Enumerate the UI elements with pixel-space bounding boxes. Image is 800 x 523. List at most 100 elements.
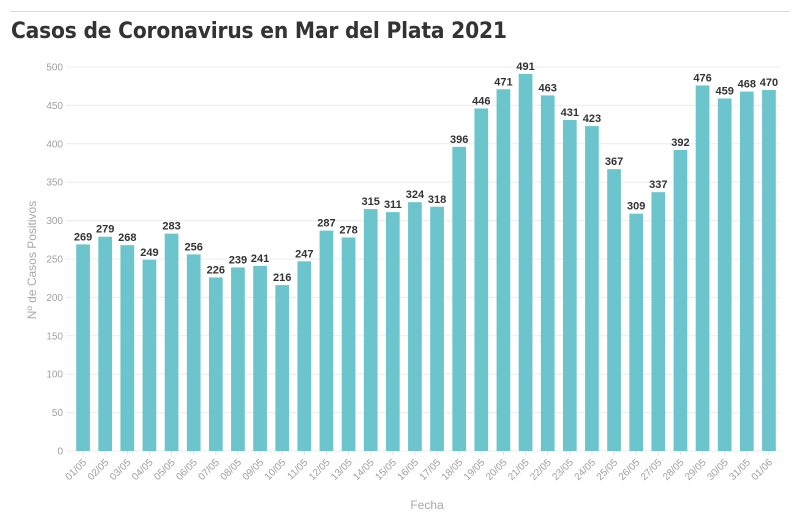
bar-21-05[interactable] bbox=[518, 73, 533, 452]
bar-26-05[interactable] bbox=[629, 213, 644, 451]
x-axis-title: Fecha bbox=[410, 498, 444, 512]
data-label: 423 bbox=[583, 113, 601, 125]
y-tick-label: 450 bbox=[46, 101, 63, 112]
x-tick-label: 21/05 bbox=[506, 457, 532, 483]
data-label: 476 bbox=[693, 72, 711, 84]
bar-13-05[interactable] bbox=[341, 237, 356, 451]
bar-18-05[interactable] bbox=[452, 146, 467, 451]
x-tick-label: 25/05 bbox=[595, 457, 621, 483]
bar-29-05[interactable] bbox=[695, 85, 710, 451]
data-label: 216 bbox=[273, 272, 291, 284]
bar-23-05[interactable] bbox=[562, 119, 577, 451]
y-tick-label: 0 bbox=[57, 447, 63, 458]
x-tick-label: 26/05 bbox=[617, 457, 643, 483]
bar-22-05[interactable] bbox=[540, 95, 555, 451]
data-label: 315 bbox=[362, 196, 380, 208]
bar-20-05[interactable] bbox=[496, 89, 511, 451]
data-label: 226 bbox=[207, 264, 225, 276]
data-label: 269 bbox=[74, 231, 92, 243]
x-axis-ticks: 01/0502/0503/0504/0505/0506/0507/0508/05… bbox=[64, 451, 776, 483]
y-axis-ticks: 0 50 100 150 200 250 300 350 400 450 500 bbox=[46, 63, 63, 458]
bar-01-06[interactable] bbox=[762, 90, 776, 451]
data-label: 337 bbox=[649, 179, 667, 191]
x-tick-label: 24/05 bbox=[573, 457, 599, 483]
data-label: 309 bbox=[627, 201, 645, 213]
x-tick-label: 19/05 bbox=[462, 457, 488, 483]
data-label: 256 bbox=[185, 241, 203, 253]
y-tick-label: 250 bbox=[46, 255, 63, 266]
bar-06-05[interactable] bbox=[186, 254, 201, 451]
x-tick-label: 17/05 bbox=[418, 457, 444, 483]
data-label: 283 bbox=[162, 221, 180, 233]
bar-10-05[interactable] bbox=[275, 285, 290, 451]
data-label: 241 bbox=[251, 253, 269, 265]
top-divider bbox=[10, 11, 790, 12]
bar-08-05[interactable] bbox=[231, 267, 245, 451]
bar-09-05[interactable] bbox=[253, 265, 267, 451]
bar-04-05[interactable] bbox=[142, 259, 157, 451]
x-tick-label: 20/05 bbox=[484, 457, 510, 483]
y-tick-label: 50 bbox=[52, 408, 64, 419]
data-label: 446 bbox=[472, 95, 490, 107]
bar-01-05[interactable] bbox=[76, 244, 90, 451]
bar-31-05[interactable] bbox=[739, 91, 754, 452]
y-tick-label: 200 bbox=[46, 293, 63, 304]
bar-24-05[interactable] bbox=[585, 126, 599, 452]
x-tick-label: 18/05 bbox=[440, 457, 466, 483]
bar-03-05[interactable] bbox=[120, 245, 135, 451]
bar-25-05[interactable] bbox=[607, 169, 621, 452]
x-tick-label: 07/05 bbox=[196, 457, 222, 483]
x-tick-label: 01/05 bbox=[64, 457, 90, 483]
x-tick-label: 12/05 bbox=[307, 457, 333, 483]
data-label: 367 bbox=[605, 156, 623, 168]
y-tick-label: 350 bbox=[46, 178, 63, 189]
x-tick-label: 02/05 bbox=[86, 457, 112, 483]
y-tick-label: 150 bbox=[46, 331, 63, 342]
bar-30-05[interactable] bbox=[717, 98, 732, 451]
bar-11-05[interactable] bbox=[297, 261, 312, 451]
x-tick-label: 05/05 bbox=[152, 457, 178, 483]
bar-12-05[interactable] bbox=[319, 230, 334, 451]
data-label: 324 bbox=[406, 189, 425, 201]
x-tick-label: 13/05 bbox=[329, 457, 355, 483]
x-tick-label: 06/05 bbox=[174, 457, 200, 483]
x-tick-label: 29/05 bbox=[683, 457, 709, 483]
data-label: 470 bbox=[760, 77, 778, 89]
x-tick-label: 01/06 bbox=[750, 457, 776, 483]
bar-17-05[interactable] bbox=[430, 206, 444, 451]
bar-19-05[interactable] bbox=[474, 108, 489, 452]
x-tick-label: 27/05 bbox=[639, 457, 665, 483]
bar-02-05[interactable] bbox=[98, 236, 113, 451]
bar-05-05[interactable] bbox=[164, 233, 179, 451]
x-tick-label: 10/05 bbox=[263, 457, 289, 483]
data-label: 278 bbox=[339, 224, 357, 236]
y-tick-label: 500 bbox=[46, 63, 63, 74]
data-label: 392 bbox=[671, 137, 689, 149]
bar-15-05[interactable] bbox=[385, 212, 400, 451]
data-label: 247 bbox=[295, 248, 313, 260]
x-tick-label: 15/05 bbox=[373, 457, 399, 483]
bar-28-05[interactable] bbox=[673, 149, 688, 451]
x-tick-label: 23/05 bbox=[550, 457, 576, 483]
data-label: 279 bbox=[96, 224, 114, 236]
bar-16-05[interactable] bbox=[408, 202, 422, 451]
bar-27-05[interactable] bbox=[651, 192, 666, 451]
data-label: 471 bbox=[494, 76, 512, 88]
data-label: 287 bbox=[317, 218, 335, 230]
data-label: 249 bbox=[140, 247, 158, 259]
x-tick-label: 11/05 bbox=[285, 457, 310, 482]
x-tick-label: 14/05 bbox=[351, 457, 377, 483]
data-label: 318 bbox=[428, 194, 446, 206]
bar-07-05[interactable] bbox=[208, 277, 223, 451]
x-tick-label: 09/05 bbox=[241, 457, 267, 483]
x-tick-label: 22/05 bbox=[528, 457, 554, 483]
data-label: 239 bbox=[229, 254, 247, 266]
x-tick-label: 03/05 bbox=[108, 457, 134, 483]
bar-14-05[interactable] bbox=[363, 209, 378, 451]
data-label: 468 bbox=[738, 79, 756, 91]
data-labels: 269 279 268 249 283 256 226 239 241 216 247 287 278 3… bbox=[74, 61, 778, 284]
y-tick-label: 400 bbox=[46, 139, 63, 150]
chart-title: Casos de Coronavirus en Mar del Plata 20… bbox=[11, 19, 507, 44]
data-label: 311 bbox=[384, 199, 402, 211]
